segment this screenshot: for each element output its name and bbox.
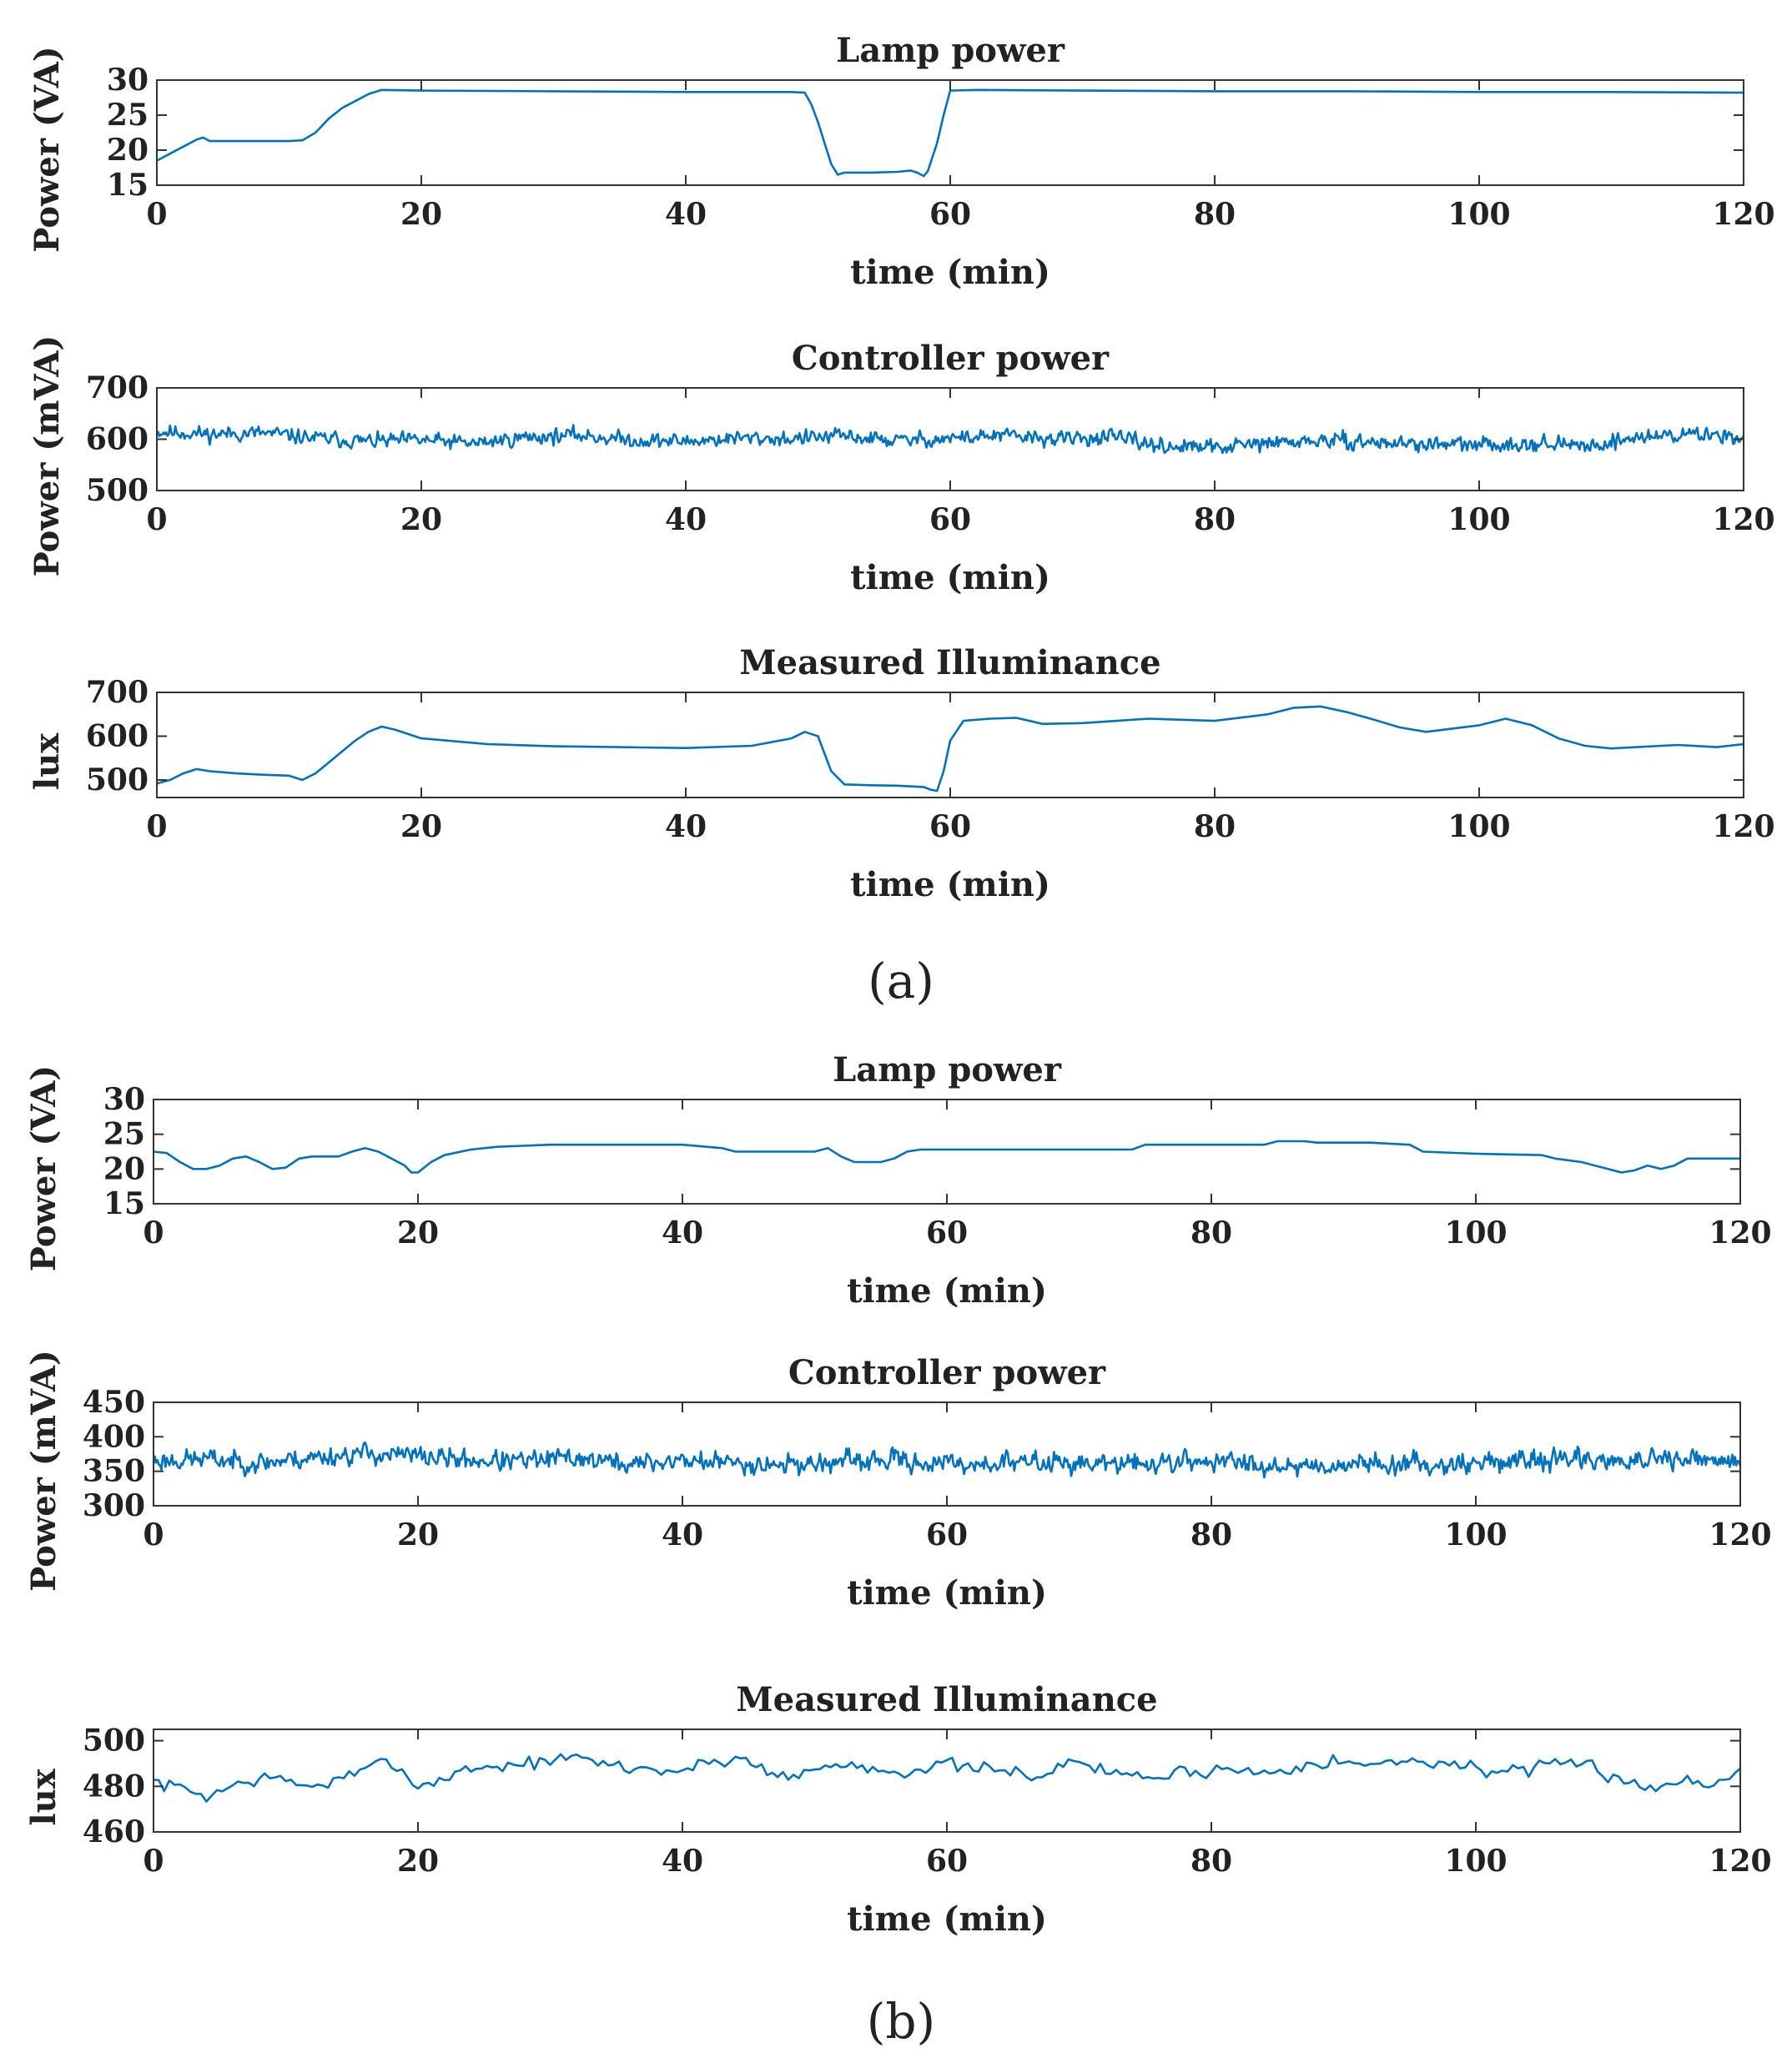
x-tick-label: 120 bbox=[1712, 809, 1774, 844]
y-tick-label: 700 bbox=[86, 675, 148, 710]
x-tick-label: 0 bbox=[146, 502, 167, 537]
x-tick-label: 40 bbox=[662, 1215, 703, 1250]
x-tick-label: 80 bbox=[1194, 197, 1236, 232]
x-axis-label: time (min) bbox=[847, 1573, 1047, 1613]
x-tick-label: 120 bbox=[1709, 1215, 1771, 1250]
y-tick-label: 450 bbox=[83, 1385, 145, 1420]
chart-title: Controller power bbox=[788, 1353, 1106, 1392]
x-tick-label: 60 bbox=[929, 809, 971, 844]
y-tick-label: 300 bbox=[83, 1488, 145, 1523]
y-tick-label: 25 bbox=[103, 1117, 145, 1152]
x-tick-label: 120 bbox=[1709, 1517, 1771, 1552]
x-tick-label: 40 bbox=[665, 502, 707, 537]
x-tick-label: 60 bbox=[929, 502, 971, 537]
chart-title: Measured Illuminance bbox=[739, 643, 1160, 682]
series-line-a-illuminance bbox=[156, 705, 1744, 793]
y-tick-label: 500 bbox=[86, 473, 148, 508]
chart-b-illuminance: 0 20 40 60 80 100 120 460 480 500 Measured Illumin… bbox=[24, 1680, 1772, 1939]
chart-a-controller: 0 20 40 60 80 100 120 500 600 700 Controller power… bbox=[28, 335, 1775, 597]
x-tick-label: 40 bbox=[665, 809, 707, 844]
y-tick-label: 25 bbox=[107, 98, 148, 133]
x-tick-label: 100 bbox=[1444, 1517, 1507, 1552]
x-tick-label: 0 bbox=[143, 1517, 164, 1552]
x-tick-label: 120 bbox=[1709, 1844, 1771, 1879]
chart-title: Measured Illuminance bbox=[736, 1680, 1157, 1719]
y-axis-label: Power (mVA) bbox=[24, 1350, 63, 1592]
y-axis-label: lux bbox=[28, 732, 67, 790]
x-tick-label: 120 bbox=[1712, 502, 1774, 537]
panel-label-b: (b) bbox=[867, 1993, 935, 2050]
x-tick-label: 80 bbox=[1194, 809, 1236, 844]
y-tick-label: 500 bbox=[83, 1723, 145, 1759]
axes-frame bbox=[153, 1728, 1741, 1833]
x-tick-label: 100 bbox=[1447, 197, 1510, 232]
y-axis-label: lux bbox=[24, 1768, 63, 1825]
x-tick-label: 20 bbox=[397, 1215, 439, 1250]
x-tick-label: 60 bbox=[926, 1844, 968, 1879]
x-axis-label: time (min) bbox=[850, 865, 1050, 904]
x-tick-label: 120 bbox=[1712, 197, 1774, 232]
x-tick-label: 20 bbox=[400, 809, 442, 844]
y-axis-label: Power (VA) bbox=[24, 1065, 63, 1271]
y-tick-label: 600 bbox=[86, 719, 148, 754]
chart-a-illuminance: 0 20 40 60 80 100 120 500 600 700 Measured Illumin… bbox=[28, 643, 1775, 904]
x-tick-label: 100 bbox=[1447, 502, 1510, 537]
y-tick-label: 480 bbox=[83, 1769, 145, 1804]
x-tick-label: 80 bbox=[1190, 1215, 1232, 1250]
y-tick-label: 600 bbox=[86, 422, 148, 457]
y-tick-label: 30 bbox=[107, 63, 148, 98]
x-axis-label: time (min) bbox=[850, 253, 1050, 292]
x-tick-label: 60 bbox=[926, 1215, 968, 1250]
y-tick-label: 460 bbox=[83, 1814, 145, 1849]
x-tick-label: 20 bbox=[400, 502, 442, 537]
y-tick-label: 700 bbox=[86, 370, 148, 405]
series-line-b-controller bbox=[152, 1441, 1742, 1479]
y-tick-label: 15 bbox=[103, 1186, 145, 1221]
y-tick-label: 20 bbox=[103, 1151, 145, 1186]
axes-frame bbox=[153, 1099, 1741, 1205]
x-tick-label: 40 bbox=[665, 197, 707, 232]
y-tick-label: 15 bbox=[107, 168, 148, 203]
series-line-a-controller bbox=[155, 424, 1745, 455]
x-tick-label: 60 bbox=[929, 197, 971, 232]
y-tick-label: 500 bbox=[86, 762, 148, 798]
x-tick-label: 20 bbox=[397, 1517, 439, 1552]
x-tick-label: 0 bbox=[143, 1844, 164, 1879]
y-axis-label: Power (VA) bbox=[28, 46, 67, 252]
x-tick-label: 80 bbox=[1194, 502, 1236, 537]
x-tick-label: 60 bbox=[926, 1517, 968, 1552]
y-tick-label: 20 bbox=[107, 133, 148, 168]
chart-title: Controller power bbox=[792, 339, 1110, 378]
x-tick-label: 100 bbox=[1447, 809, 1510, 844]
chart-title: Lamp power bbox=[836, 31, 1065, 70]
x-tick-label: 20 bbox=[400, 197, 442, 232]
x-axis-label: time (min) bbox=[847, 1900, 1047, 1939]
y-axis-label: Power (mVA) bbox=[28, 335, 67, 577]
x-tick-label: 100 bbox=[1444, 1844, 1507, 1879]
series-line-b-lamp bbox=[153, 1140, 1740, 1174]
x-tick-label: 80 bbox=[1190, 1517, 1232, 1552]
y-tick-label: 350 bbox=[83, 1454, 145, 1489]
y-tick-label: 400 bbox=[83, 1419, 145, 1454]
panel-label-a: (a) bbox=[868, 953, 934, 1009]
x-axis-label: time (min) bbox=[847, 1271, 1047, 1311]
axes-frame bbox=[156, 79, 1744, 186]
x-tick-label: 0 bbox=[146, 197, 167, 232]
x-tick-label: 40 bbox=[662, 1517, 703, 1552]
series-line-a-lamp bbox=[156, 88, 1744, 178]
x-tick-label: 20 bbox=[397, 1844, 439, 1879]
x-tick-label: 80 bbox=[1190, 1844, 1232, 1879]
chart-title: Lamp power bbox=[833, 1050, 1062, 1089]
x-tick-label: 40 bbox=[662, 1844, 703, 1879]
x-tick-label: 0 bbox=[143, 1215, 164, 1250]
series-line-b-illuminance bbox=[153, 1753, 1741, 1803]
x-tick-label: 100 bbox=[1444, 1215, 1507, 1250]
y-tick-label: 30 bbox=[103, 1082, 145, 1117]
x-axis-label: time (min) bbox=[850, 558, 1050, 597]
x-tick-label: 0 bbox=[146, 809, 167, 844]
